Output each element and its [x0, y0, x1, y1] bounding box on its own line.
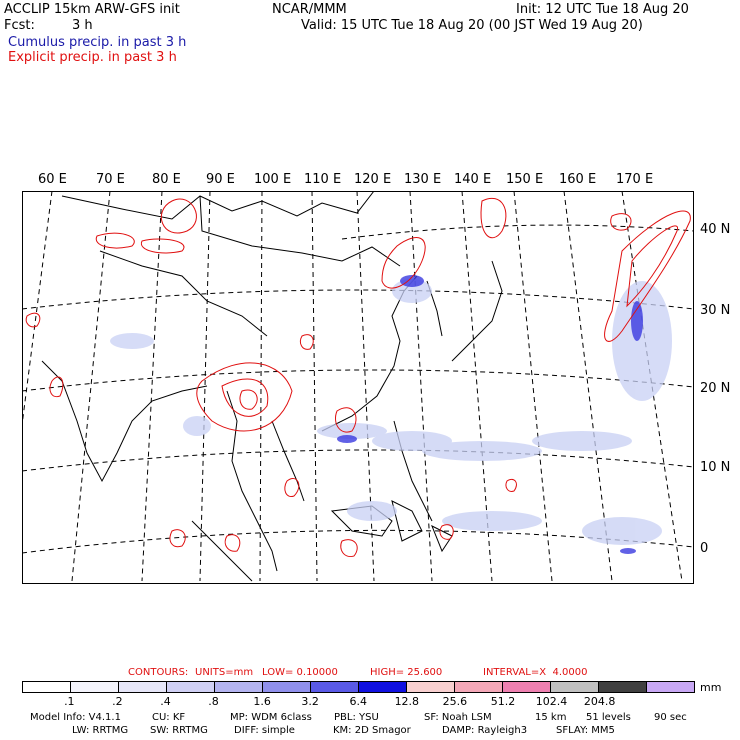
lon-label: 140 E — [454, 172, 492, 187]
colorbar-swatch — [215, 682, 263, 692]
cumulus-precip-area — [110, 279, 672, 545]
colorbar-tick-label: .1 — [64, 695, 75, 708]
contours-low: LOW= 0.10000 — [262, 667, 338, 678]
colorbar-tick-label: 102.4 — [535, 695, 568, 708]
colorbar-swatch — [647, 682, 694, 692]
valid-time: Valid: 15 UTC Tue 18 Aug 20 (00 JST Wed … — [301, 18, 643, 33]
forecast-label: Fcst: — [4, 18, 35, 33]
colorbar-tick-label: 25.6 — [442, 695, 468, 708]
model-info-damp: DAMP: Rayleigh3 — [442, 725, 528, 736]
precip-map — [22, 191, 694, 584]
colorbar-swatch — [23, 682, 71, 692]
lon-label: 170 E — [616, 172, 654, 187]
colorbar-swatch — [71, 682, 119, 692]
model-title: ACCLIP 15km ARW-GFS init — [4, 2, 180, 17]
colorbar-swatch — [599, 682, 647, 692]
model-info-sw: SW: RRTMG — [150, 725, 208, 736]
lon-label: 120 E — [354, 172, 392, 187]
colorbar-tick-label: .8 — [208, 695, 219, 708]
lon-label: 110 E — [304, 172, 342, 187]
coastlines — [41, 191, 503, 582]
colorbar-swatch — [455, 682, 503, 692]
colorbar-swatch — [263, 682, 311, 692]
lat-label: 40 N — [700, 222, 731, 237]
model-info-sf: SF: Noah LSM — [424, 712, 492, 723]
colorbar-swatch — [551, 682, 599, 692]
lat-label: 0 — [700, 541, 709, 556]
model-info-diff: DIFF: simple — [234, 725, 295, 736]
model-info-km: KM: 2D Smagor — [333, 725, 411, 736]
model-info-dt: 90 sec — [654, 712, 687, 723]
lon-label: 60 E — [38, 172, 67, 187]
colorbar-swatch — [359, 682, 407, 692]
lon-label: 90 E — [206, 172, 235, 187]
colorbar-swatch — [503, 682, 551, 692]
colorbar-unit: mm — [700, 681, 722, 694]
colorbar-tick-label: 204.8 — [583, 695, 616, 708]
lat-label: 10 N — [700, 460, 731, 475]
colorbar-swatch — [119, 682, 167, 692]
lat-label: 20 N — [700, 381, 731, 396]
legend-cumulus: Cumulus precip. in past 3 h — [8, 35, 187, 50]
explicit-precip-contours — [25, 197, 691, 558]
colorbar-tick-label: 3.2 — [301, 695, 319, 708]
colorbar-swatch — [407, 682, 455, 692]
forecast-value: 3 h — [72, 18, 93, 33]
model-info-res: 15 km — [535, 712, 567, 723]
org-label: NCAR/MMM — [272, 2, 347, 17]
heavy-cumulus-precip — [337, 275, 643, 554]
lon-label: 80 E — [152, 172, 181, 187]
model-info-version: Model Info: V4.1.1 — [30, 712, 121, 723]
lon-label: 150 E — [506, 172, 544, 187]
model-info-pbl: PBL: YSU — [334, 712, 379, 723]
lon-label: 130 E — [404, 172, 442, 187]
colorbar-swatch — [311, 682, 359, 692]
contours-label: CONTOURS: — [128, 667, 189, 678]
colorbar-tick-label: 12.8 — [394, 695, 420, 708]
colorbar-tick-label: 1.6 — [253, 695, 271, 708]
model-info-lw: LW: RRTMG — [72, 725, 129, 736]
contours-units: UNITS=mm — [195, 667, 254, 678]
lon-label: 70 E — [96, 172, 125, 187]
model-info-cu: CU: KF — [152, 712, 186, 723]
lon-label: 160 E — [559, 172, 597, 187]
model-info-mp: MP: WDM 6class — [230, 712, 312, 723]
model-info-sflay: SFLAY: MM5 — [556, 725, 615, 736]
lat-label: 30 N — [700, 303, 731, 318]
legend-explicit: Explicit precip. in past 3 h — [8, 50, 177, 65]
colorbar-tick-label: .2 — [112, 695, 123, 708]
contours-interval: INTERVAL=X 4.0000 — [483, 667, 588, 678]
model-info-levels: 51 levels — [586, 712, 631, 723]
colorbar-tick-label: .4 — [160, 695, 171, 708]
init-time: Init: 12 UTC Tue 18 Aug 20 — [516, 2, 689, 17]
contours-high: HIGH= 25.600 — [370, 667, 443, 678]
lon-label: 100 E — [254, 172, 292, 187]
colorbar-swatch — [167, 682, 215, 692]
colorbar-tick-label: 6.4 — [349, 695, 368, 708]
colorbar-tick-label: 51.2 — [490, 695, 516, 708]
colorbar — [22, 681, 695, 693]
